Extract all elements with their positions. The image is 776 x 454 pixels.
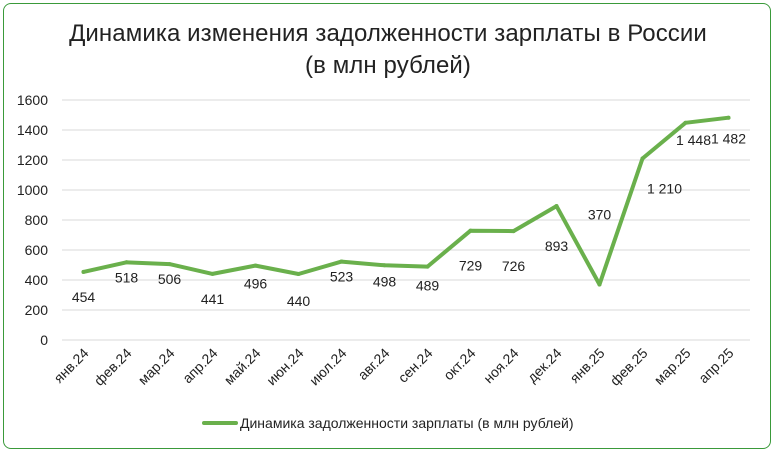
data-label: 489 [416,278,440,294]
x-tick-label: дек.24 [524,345,565,386]
x-tick-label: июн.24 [263,345,307,389]
y-tick-label: 200 [25,302,49,318]
data-label: 726 [502,258,526,274]
legend-label: Динамика задолженности зарплаты (в млн р… [240,415,574,431]
data-point [640,156,645,161]
data-label: 370 [588,207,612,223]
x-tick-label: окт.24 [440,345,479,384]
x-tick-label: янв.24 [50,345,91,386]
x-tick-label: фев.25 [607,345,651,389]
y-tick-label: 0 [40,332,48,348]
data-label: 729 [459,258,483,274]
data-point [597,282,602,287]
data-point [468,228,473,233]
data-point [554,204,559,209]
y-tick-label: 1400 [17,122,48,138]
y-tick-label: 600 [25,242,49,258]
data-point [425,264,430,269]
data-label: 441 [201,291,225,307]
x-tick-label: май.24 [221,345,264,388]
data-point [167,262,172,267]
data-point [124,260,129,265]
data-point [81,269,86,274]
x-tick-label: сен.24 [395,345,436,386]
x-tick-label: июл.24 [306,345,350,389]
data-label: 523 [330,269,354,285]
x-tick-label: ноя.24 [480,345,522,387]
data-label: 496 [244,276,268,292]
data-label: 506 [158,271,182,287]
data-point [726,115,731,120]
y-tick-label: 1600 [17,92,48,108]
chart-title: Динамика изменения задолженности зарплат… [69,20,707,47]
y-tick-label: 800 [25,212,49,228]
y-tick-label: 1000 [17,182,48,198]
x-tick-label: апр.25 [695,345,737,387]
y-tick-label: 400 [25,272,49,288]
x-tick-label: авг.24 [354,345,392,383]
y-tick-label: 1200 [17,152,48,168]
data-point [253,263,258,268]
data-label: 440 [287,293,311,309]
data-label: 454 [72,289,96,305]
data-label: 1 210 [647,181,682,197]
data-point [296,272,301,276]
x-tick-label: янв.25 [566,345,607,386]
data-point [511,229,516,234]
data-label: 893 [545,238,569,254]
data-label: 1 482 [711,131,746,147]
x-tick-label: апр.24 [179,345,221,387]
data-point [339,259,344,264]
chart-subtitle: (в млн рублей) [304,52,471,79]
data-label: 1 448 [676,132,711,148]
series-line [81,115,731,287]
data-point [210,271,215,276]
chart-frame [3,3,771,449]
data-point [382,263,387,268]
x-tick-label: мар.25 [651,345,694,388]
data-point [683,120,688,125]
data-label: 498 [373,273,397,289]
x-tick-label: мар.24 [135,345,178,388]
x-tick-label: фев.24 [91,345,135,389]
data-label: 518 [115,269,139,285]
